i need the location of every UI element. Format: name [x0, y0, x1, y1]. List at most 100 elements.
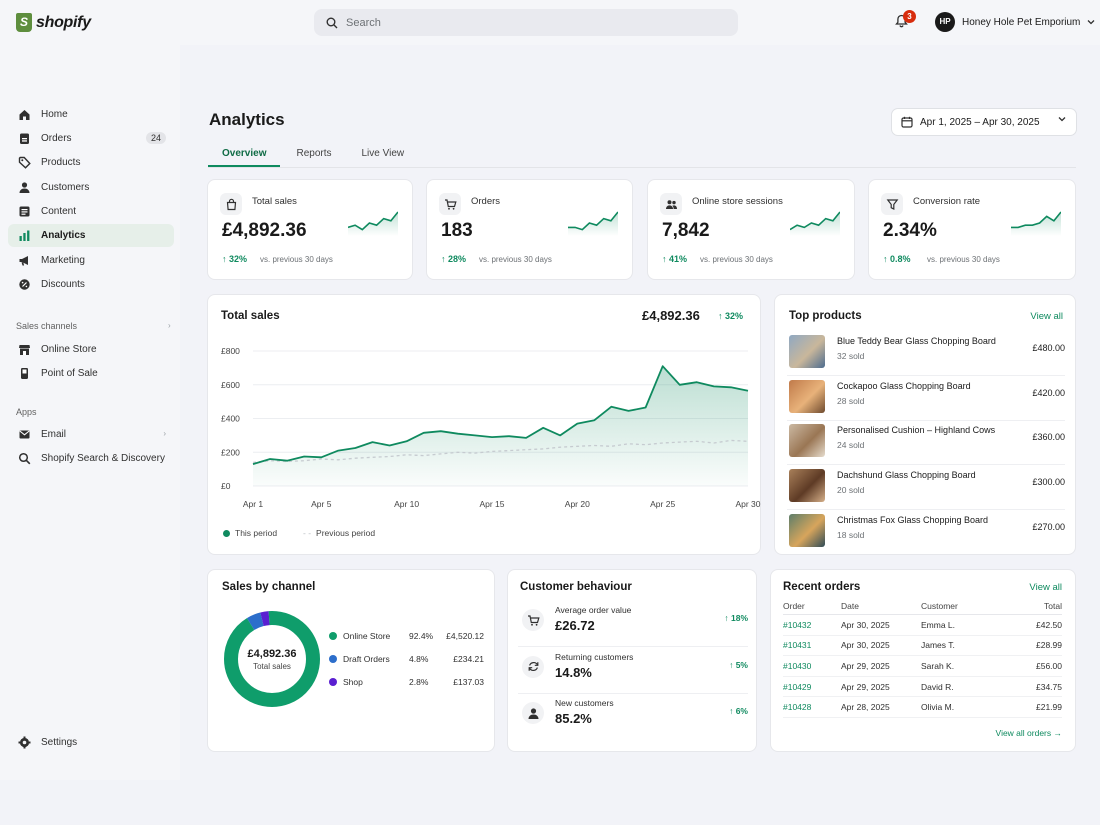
- behaviour-value: 14.8%: [555, 664, 592, 680]
- product-revenue: £270.00: [1032, 521, 1065, 532]
- sidebar-item-customers[interactable]: Customers: [8, 176, 174, 199]
- kpi-card-total-sales[interactable]: Total sales £4,892.36 ↑ 32% vs. previous 30…: [207, 179, 413, 280]
- product-thumbnail: [789, 379, 825, 413]
- behaviour-label: Returning customers: [555, 651, 634, 662]
- date-range-picker[interactable]: Apr 1, 2025 – Apr 30, 2025: [891, 108, 1077, 136]
- top-bar: shopify 3 HP Honey Hole Pet Emporium: [0, 0, 1100, 45]
- sidebar-item-settings[interactable]: Settings: [8, 731, 174, 754]
- table-header-row: Order Date Customer Total: [783, 598, 1062, 615]
- order-date: Apr 30, 2025: [841, 635, 921, 657]
- product-sold: 18 sold: [837, 529, 865, 540]
- sparkline-area: [568, 212, 618, 236]
- divider: [787, 509, 1065, 511]
- behaviour-metric-row: Average order value £26.72 ↑ 18%: [518, 601, 748, 647]
- apps-heading: Apps: [16, 407, 37, 417]
- sidebar-item-shopify-search-discovery[interactable]: Shopify Search & Discovery: [8, 447, 174, 470]
- donut-slice-online-store[interactable]: [224, 611, 320, 707]
- order-date: Apr 28, 2025: [841, 696, 921, 718]
- sidebar-item-products[interactable]: Products: [8, 151, 174, 174]
- table-row[interactable]: #10432 Apr 30, 2025 Emma L. £42.50: [783, 614, 1062, 636]
- x-tick-label: Apr 5: [311, 499, 332, 509]
- y-tick-label: £600: [221, 380, 240, 390]
- content-icon: [19, 206, 30, 217]
- kpi-delta-value: 0.8%: [890, 254, 911, 264]
- sidebar-item-label: Marketing: [41, 255, 85, 266]
- order-id-link[interactable]: #10431: [783, 635, 841, 657]
- table-row[interactable]: #10428 Apr 28, 2025 Olivia M. £21.99: [783, 696, 1062, 718]
- table-row[interactable]: #10430 Apr 29, 2025 Sarah K. £56.00: [783, 655, 1062, 677]
- recent-orders-table: Order Date Customer Total #10432 Apr 30, …: [783, 598, 1062, 718]
- search-bar[interactable]: [314, 9, 738, 36]
- table-row[interactable]: #10429 Apr 29, 2025 David R. £34.75: [783, 676, 1062, 698]
- behaviour-label: New customers: [555, 698, 614, 708]
- top-products-view-all-link[interactable]: View all: [1030, 311, 1063, 322]
- kpi-card-conversion-rate[interactable]: Conversion rate 2.34% ↑ 0.8% vs. previous 3…: [868, 179, 1076, 280]
- shopify-bag-icon: [16, 13, 32, 32]
- sidebar-item-label: Orders: [41, 133, 72, 144]
- product-name: Dachshund Glass Chopping Board: [837, 470, 976, 481]
- product-thumbnail: [789, 513, 825, 547]
- kpi-card-orders[interactable]: Orders 183 ↑ 28% vs. previous 30 days: [426, 179, 633, 280]
- channel-color-dot-icon: [329, 655, 337, 663]
- channel-amount: £4,520.12: [446, 631, 484, 641]
- sidebar-item-content[interactable]: Content: [8, 200, 174, 223]
- kpi-card-online-store-sessions[interactable]: Online store sessions 7,842 ↑ 41% vs. previ…: [647, 179, 855, 280]
- tab-live-view[interactable]: Live View: [361, 148, 405, 159]
- product-thumbnail: [789, 469, 825, 503]
- search-input[interactable]: [346, 16, 706, 29]
- recent-orders-view-all-link[interactable]: View all: [1029, 582, 1062, 593]
- table-row[interactable]: #10431 Apr 30, 2025 James T. £28.99: [783, 635, 1062, 657]
- order-id-link[interactable]: #10429: [783, 676, 841, 698]
- sidebar-item-analytics[interactable]: Analytics: [8, 224, 174, 247]
- list-item[interactable]: Dachshund Glass Chopping Board 20 sold £30…: [787, 465, 1065, 511]
- product-sold: 20 sold: [837, 485, 865, 496]
- notifications-button[interactable]: 3: [895, 10, 916, 33]
- y-tick-label: £0: [221, 481, 231, 491]
- sidebar-item-home[interactable]: Home: [8, 103, 174, 126]
- sidebar-item-email[interactable]: Email ›: [8, 423, 174, 446]
- customer-behaviour-card: Customer behaviour Average order value £2…: [507, 569, 757, 752]
- kpi-comparison: vs. previous 30 days: [260, 255, 333, 264]
- shopify-logo[interactable]: shopify: [16, 13, 91, 32]
- sidebar-item-orders[interactable]: Orders 24: [8, 127, 174, 150]
- list-item[interactable]: Personalised Cushion – Highland Cows 24 s…: [787, 420, 1065, 466]
- account-menu[interactable]: HP Honey Hole Pet Emporium: [935, 12, 1095, 32]
- product-sold: 28 sold: [837, 395, 865, 406]
- order-id-link[interactable]: #10432: [783, 614, 841, 636]
- recent-orders-title: Recent orders: [783, 581, 861, 593]
- kpi-delta: ↑ 32%: [222, 254, 248, 264]
- channel-row[interactable]: Draft Orders 4.8% £234.21: [329, 654, 484, 668]
- kpi-icon-wrap: [881, 193, 903, 215]
- sidebar-item-marketing[interactable]: Marketing: [8, 249, 174, 272]
- tab-reports[interactable]: Reports: [296, 148, 332, 159]
- person-icon: [19, 182, 30, 193]
- chart-title: Total sales: [221, 310, 280, 322]
- sidebar-item-online-store[interactable]: Online Store: [8, 338, 174, 361]
- product-name: Christmas Fox Glass Chopping Board: [837, 514, 989, 525]
- sidebar-item-point-of-sale[interactable]: Point of Sale: [8, 362, 174, 385]
- channel-row[interactable]: Online Store 92.4% £4,520.12: [329, 631, 484, 645]
- sidebar-item-discounts[interactable]: Discounts: [8, 273, 174, 296]
- sales-channels-heading[interactable]: Sales channels ›: [16, 321, 171, 331]
- brand-name: shopify: [36, 13, 91, 31]
- donut-center: £4,892.36 Total sales: [224, 611, 320, 707]
- list-item[interactable]: Cockapoo Glass Chopping Board 28 sold £420…: [787, 376, 1065, 421]
- sales-channels-heading-label: Sales channels: [16, 321, 78, 331]
- behaviour-metric-row: New customers 85.2% ↑ 6%: [518, 694, 748, 740]
- kpi-sparkline: [790, 211, 840, 236]
- top-products-title: Top products: [789, 310, 862, 322]
- list-item[interactable]: Blue Teddy Bear Glass Chopping Board 32 s…: [787, 331, 1065, 376]
- customer-behaviour-title: Customer behaviour: [520, 581, 632, 593]
- view-all-orders-link[interactable]: View all orders →: [995, 728, 1062, 738]
- channel-row[interactable]: Shop 2.8% £137.03: [329, 677, 484, 691]
- list-item[interactable]: Christmas Fox Glass Chopping Board 18 sol…: [787, 510, 1065, 555]
- sidebar-item-label: Discounts: [41, 279, 85, 290]
- order-id-link[interactable]: #10428: [783, 696, 841, 718]
- kpi-label: Orders: [471, 196, 501, 207]
- order-id-link[interactable]: #10430: [783, 655, 841, 677]
- this-period-area: [253, 366, 748, 486]
- sparkline-area: [790, 212, 840, 236]
- legend-prev-label: Previous period: [316, 528, 376, 538]
- tab-overview[interactable]: Overview: [208, 145, 281, 167]
- product-revenue: £420.00: [1032, 387, 1065, 398]
